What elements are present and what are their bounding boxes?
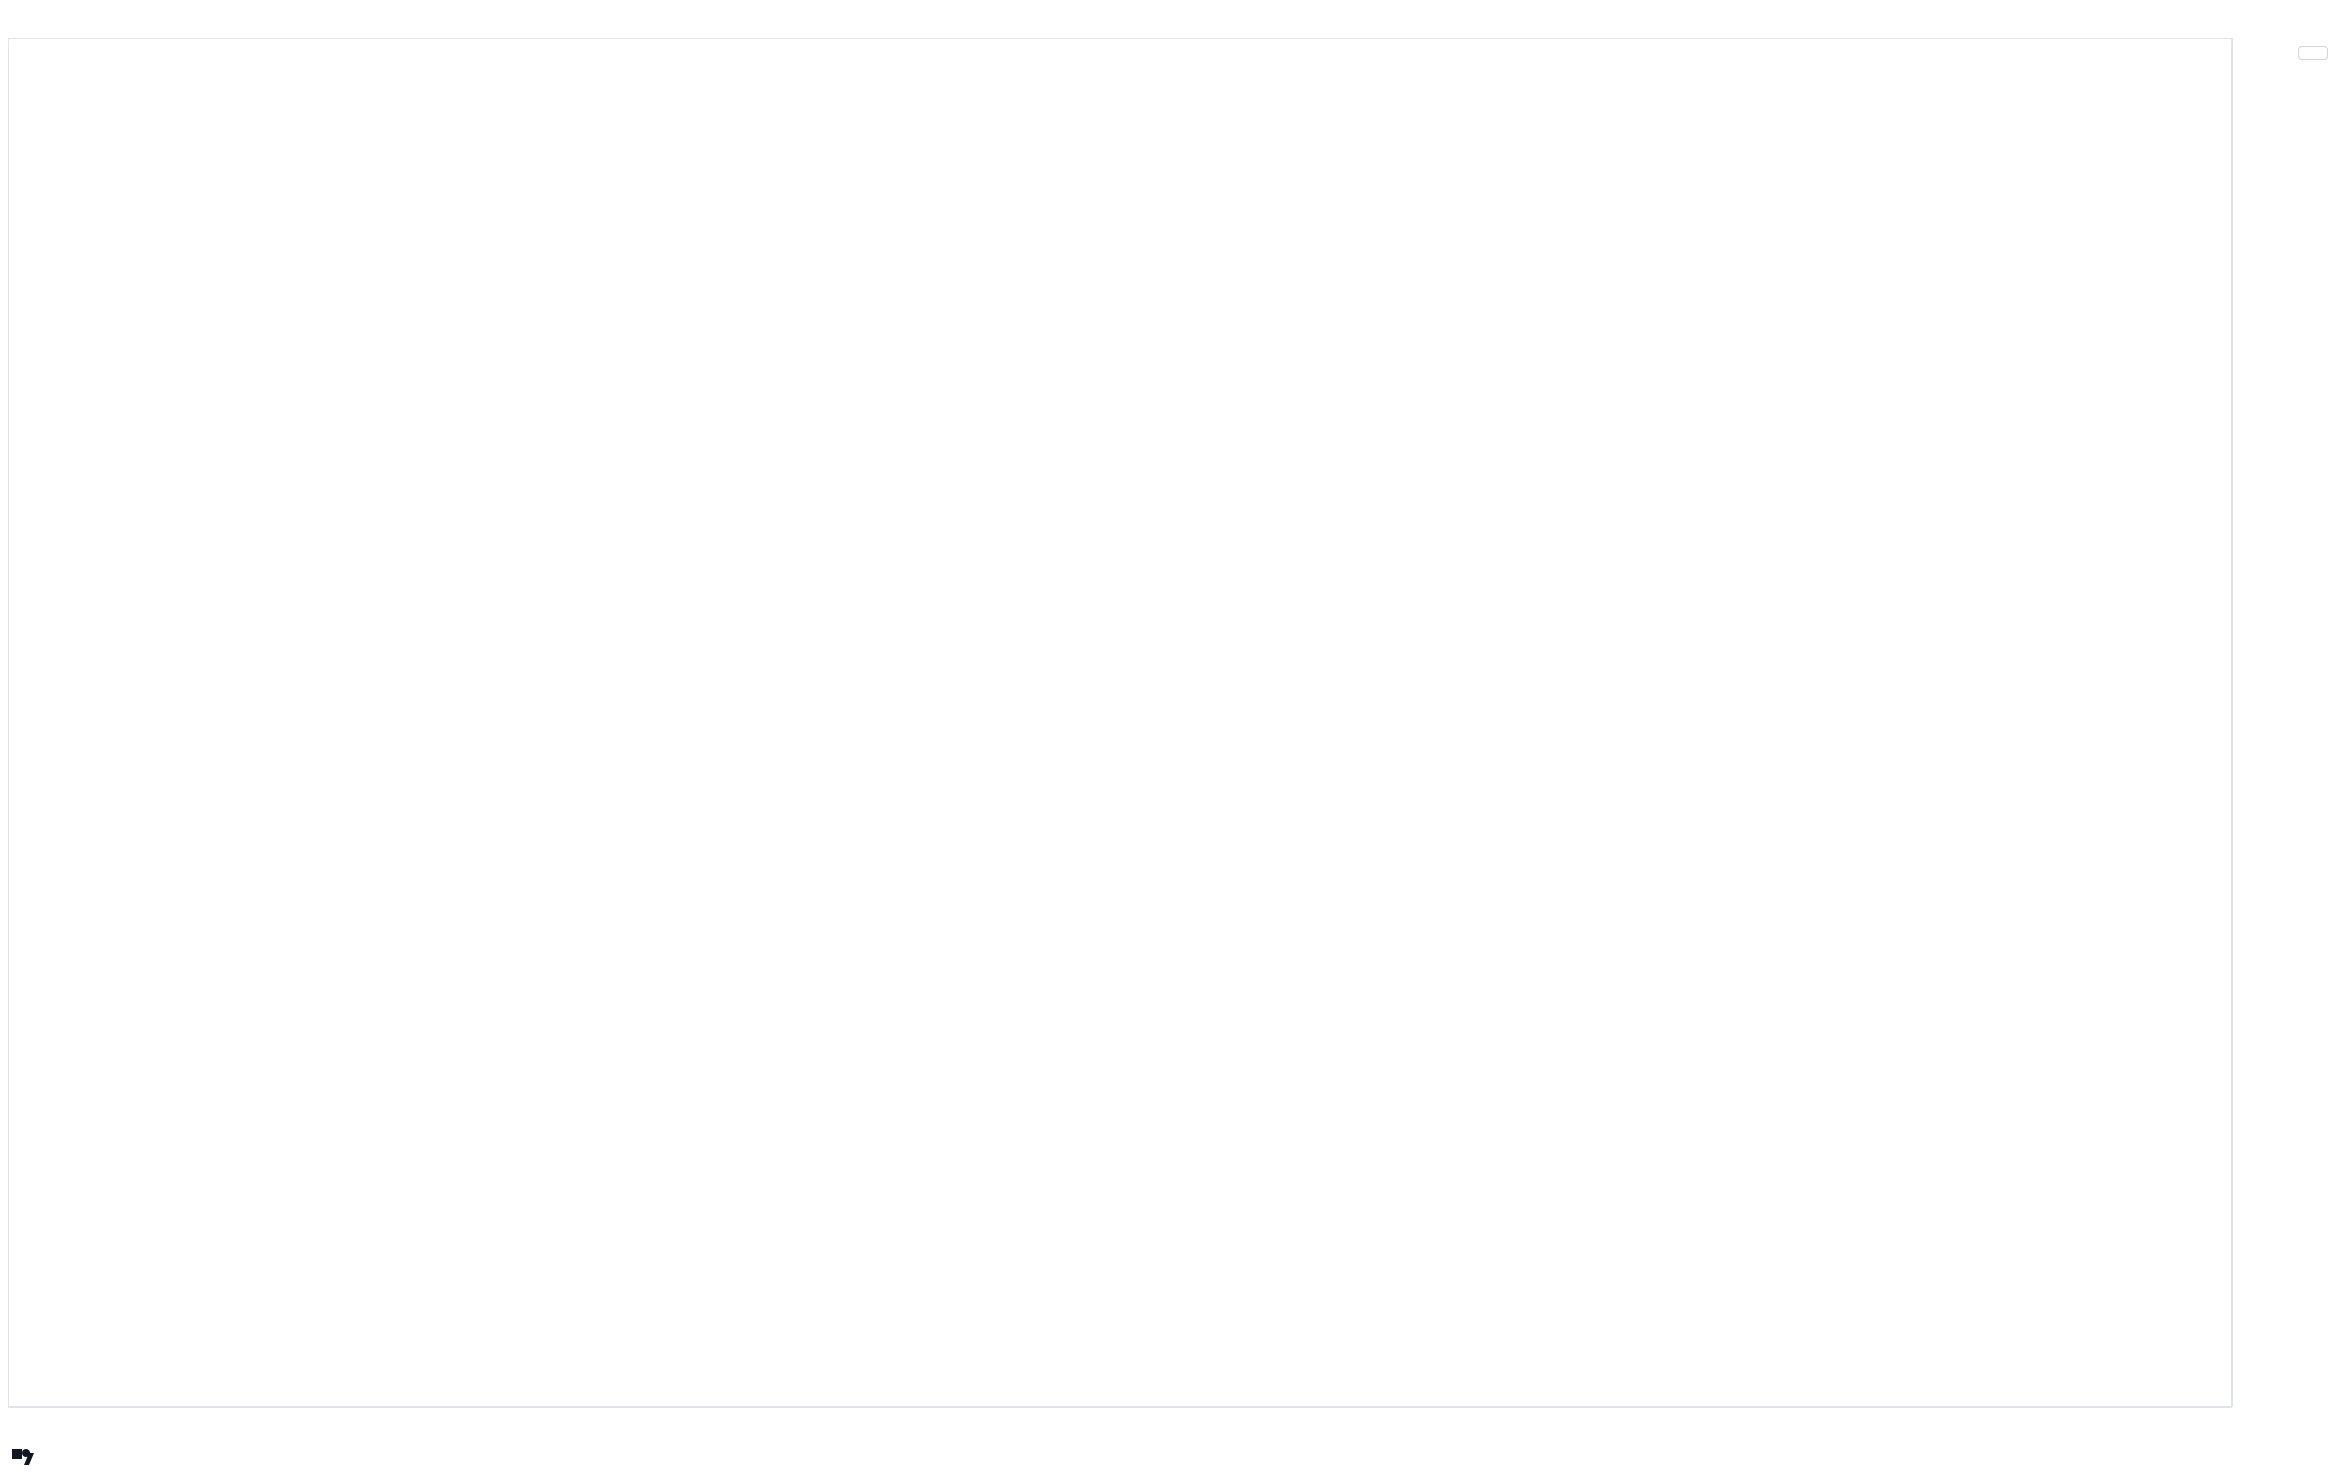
tradingview-logo-icon [12, 1449, 34, 1465]
chart-area[interactable] [8, 38, 2232, 1407]
price-axis[interactable] [2232, 38, 2342, 1407]
time-axis[interactable] [8, 1407, 2232, 1443]
tradingview-watermark [12, 1449, 39, 1465]
